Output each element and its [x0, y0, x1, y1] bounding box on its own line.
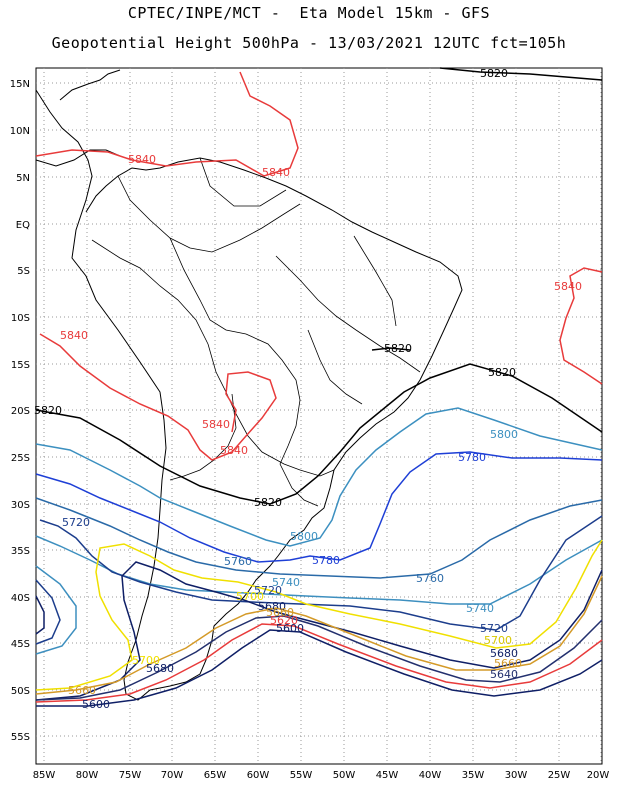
lon-tick-45w: 45W [376, 770, 399, 781]
contour-labels: 5820 5820 5820 5820 5820 5840 5840 5840 … [34, 67, 582, 711]
label-5660-center: 5660 [266, 606, 294, 619]
contour-5820-main [35, 363, 603, 505]
label-5740-center: 5740 [272, 576, 300, 589]
lon-tick-40w: 40W [419, 770, 442, 781]
lat-tick-45s: 45S [11, 639, 30, 650]
lat-tick-50s: 50S [11, 686, 30, 697]
label-5680-east: 5680 [490, 647, 518, 660]
label-5740-east: 5740 [466, 602, 494, 615]
contour-5760 [35, 497, 603, 579]
label-5840-s1: 5840 [202, 418, 230, 431]
contour-5840-east [559, 267, 603, 385]
lat-tick-5n: 5N [16, 173, 30, 184]
coastline [35, 69, 463, 701]
label-5660-east: 5660 [494, 657, 522, 670]
label-5820-east: 5820 [488, 366, 516, 379]
map-frame [35, 67, 603, 765]
lon-tick-55w: 55W [290, 770, 313, 781]
lat-tick-35s: 35S [11, 546, 30, 557]
label-5820-inland: 5820 [384, 342, 412, 355]
lat-tick-55s: 55S [11, 732, 30, 743]
lon-tick-35w: 35W [462, 770, 485, 781]
lon-tick-65w: 65W [204, 770, 227, 781]
lon-tick-60w: 60W [247, 770, 270, 781]
lon-tick-50w: 50W [333, 770, 356, 781]
lat-tick-5s: 5S [17, 266, 30, 277]
contour-5720 [39, 515, 603, 631]
label-5700-east: 5700 [484, 634, 512, 647]
lon-tick-70w: 70W [161, 770, 184, 781]
contour-5680 [35, 561, 603, 701]
contour-5600 [36, 629, 603, 707]
contour-5840-north [35, 71, 299, 177]
label-5720-east: 5720 [480, 622, 508, 635]
lon-tick-80w: 80W [76, 770, 99, 781]
label-5780-south: 5780 [312, 554, 340, 567]
label-5760-west: 5760 [224, 555, 252, 568]
lon-tick-75w: 75W [119, 770, 142, 781]
country-borders [91, 157, 421, 507]
label-5680-west: 5680 [146, 662, 174, 675]
lat-tick-25s: 25S [11, 453, 30, 464]
label-5660-west: 5660 [68, 684, 96, 697]
contour-5820-north [439, 67, 603, 81]
chart-title-line1: CPTEC/INPE/MCT - Eta Model 15km - GFS [127, 4, 491, 22]
label-5840-n2: 5840 [262, 166, 290, 179]
lat-tick-30s: 30S [11, 500, 30, 511]
contour-5700 [35, 539, 603, 691]
label-5820-north: 5820 [480, 67, 508, 80]
label-5720-west: 5720 [62, 516, 90, 529]
label-5700-center: 5700 [236, 590, 264, 603]
lat-tick-labels: 15N 10N 5N EQ 5S 10S 15S 20S 25S 30S 35S… [10, 79, 30, 743]
contour-west-lobe-2 [35, 579, 61, 645]
label-5800-south: 5800 [290, 530, 318, 543]
lat-tick-10n: 10N [10, 126, 30, 137]
contour-lines [35, 67, 603, 707]
contour-5620 [35, 623, 603, 703]
label-5820-south: 5820 [254, 496, 282, 509]
lat-tick-15n: 15N [10, 79, 30, 90]
lon-tick-20w: 20W [587, 770, 610, 781]
label-5600-center: 5600 [276, 622, 304, 635]
label-5680-center: 5680 [258, 600, 286, 613]
contour-west-lobe-1 [35, 565, 77, 655]
label-5620-center: 5620 [270, 614, 298, 627]
lat-tick-15s: 15S [11, 360, 30, 371]
lat-tick-40s: 40S [11, 593, 30, 604]
label-5800-far-south: 5600 [82, 698, 110, 711]
label-5640-east: 5640 [490, 668, 518, 681]
lon-tick-30w: 30W [505, 770, 528, 781]
lon-tick-labels: 85W 80W 75W 70W 65W 60W 55W 50W 45W 40W … [33, 770, 610, 781]
contour-5800 [35, 407, 603, 547]
contour-5740 [35, 535, 603, 605]
contour-5660 [35, 575, 603, 695]
label-5800-east: 5800 [490, 428, 518, 441]
label-5720-center: 5720 [254, 584, 282, 597]
contour-5640 [35, 615, 603, 701]
label-5700-west: 5700 [132, 654, 160, 667]
lat-tick-10s: 10S [11, 313, 30, 324]
lon-tick-85w: 85W [33, 770, 56, 781]
lon-gridlines [43, 68, 602, 764]
label-5780-east: 5780 [458, 451, 486, 464]
label-5760-east: 5760 [416, 572, 444, 585]
lon-tick-25w: 25W [548, 770, 571, 781]
chart-title-line2: Geopotential Height 500hPa - 13/03/2021 … [51, 34, 567, 52]
label-5820-west: 5820 [34, 404, 62, 417]
contour-5780 [35, 451, 603, 563]
contour-west-lobe-3 [35, 595, 45, 635]
lat-tick-eq: EQ [16, 220, 30, 231]
contour-5820-inland [371, 347, 411, 351]
label-5840-west: 5840 [60, 329, 88, 342]
label-5840-s2: 5840 [220, 444, 248, 457]
lat-tick-20s: 20S [11, 406, 30, 417]
contour-5840-south [39, 333, 277, 461]
label-5840-n1: 5840 [128, 153, 156, 166]
label-5840-east: 5840 [554, 280, 582, 293]
